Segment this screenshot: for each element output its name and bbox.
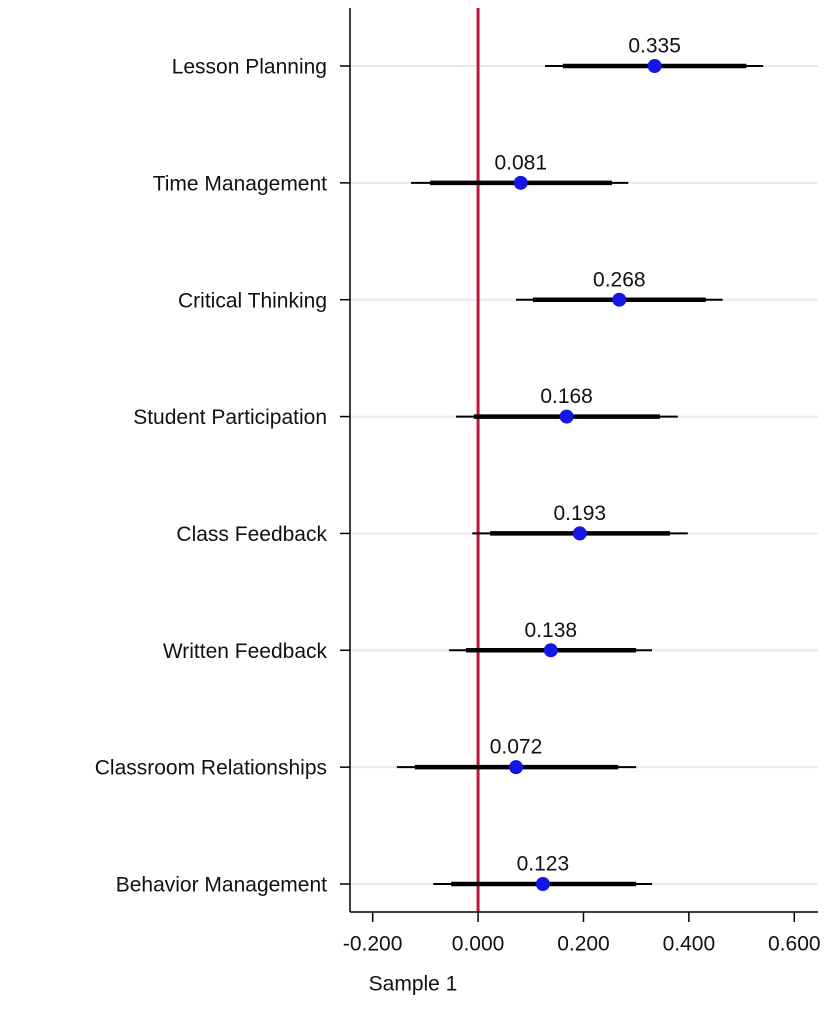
point xyxy=(612,292,627,307)
y-tick-label: Behavior Management xyxy=(116,874,327,897)
x-tick-label: 0.200 xyxy=(557,933,610,956)
point xyxy=(543,643,558,658)
x-tick-label: 0.600 xyxy=(768,933,821,956)
data-label: 0.123 xyxy=(517,853,570,876)
data-label: 0.138 xyxy=(525,619,578,642)
point xyxy=(647,59,662,73)
point xyxy=(559,409,574,424)
x-tick-label: 0.000 xyxy=(452,933,505,956)
x-axis-label: Sample 1 xyxy=(369,973,458,996)
data-label: 0.335 xyxy=(628,35,681,58)
y-tick-label: Time Management xyxy=(153,172,327,195)
point xyxy=(509,760,524,775)
data-label: 0.081 xyxy=(494,151,547,174)
y-tick-label: Student Participation xyxy=(133,406,327,429)
y-tick-label: Written Feedback xyxy=(163,640,328,663)
point xyxy=(572,526,587,541)
y-tick-label: Critical Thinking xyxy=(178,289,327,312)
data-label: 0.072 xyxy=(490,736,543,759)
data-label: 0.268 xyxy=(593,268,646,291)
x-tick-label: -0.200 xyxy=(343,933,403,956)
y-tick-label: Class Feedback xyxy=(176,523,327,546)
data-label: 0.168 xyxy=(540,385,593,408)
y-tick-label: Lesson Planning xyxy=(172,56,327,79)
x-tick-label: 0.400 xyxy=(663,933,716,956)
point xyxy=(513,175,528,190)
data-label: 0.193 xyxy=(554,502,607,525)
y-tick-label: Classroom Relationships xyxy=(95,757,327,780)
point xyxy=(535,877,550,891)
